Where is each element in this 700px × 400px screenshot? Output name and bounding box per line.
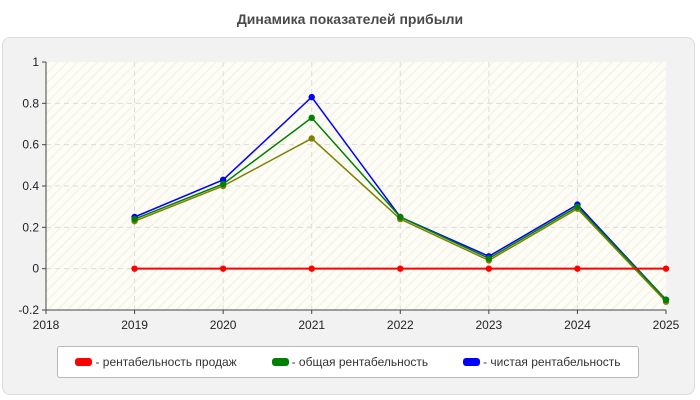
- data-point-0: [131, 265, 138, 272]
- data-point-1: [574, 203, 581, 210]
- y-tick-label: 0.8: [22, 96, 39, 110]
- x-tick-label: 2021: [298, 318, 325, 332]
- data-point-0: [574, 265, 581, 272]
- data-point-1: [219, 180, 227, 188]
- legend-swatch-green: [271, 358, 289, 366]
- y-tick-label: 0.6: [22, 138, 39, 152]
- data-point-0: [397, 265, 404, 272]
- data-point-1: [662, 296, 670, 303]
- legend-item-net: - чистая рентабельность: [463, 355, 621, 369]
- chart-title: Динамика показателей прибыли: [236, 11, 464, 27]
- y-tick-label: 0: [32, 262, 39, 276]
- data-point-2: [308, 93, 315, 101]
- y-tick-label: 1: [32, 55, 39, 69]
- legend-swatch-blue: [463, 358, 481, 366]
- data-point-1: [131, 215, 138, 223]
- data-point-1: [397, 213, 404, 221]
- x-tick-label: 2022: [387, 318, 414, 332]
- series-markers: [131, 93, 670, 305]
- data-point-1: [308, 114, 315, 122]
- legend-label-sales: - рентабельность продаж: [95, 355, 237, 369]
- legend-item-total: - общая рентабельность: [271, 355, 429, 369]
- data-point-0: [219, 265, 227, 272]
- y-tick-label: -0.2: [18, 303, 39, 317]
- data-point-0: [485, 265, 493, 272]
- y-tick-label: 0.4: [22, 179, 39, 193]
- x-tick-label: 2023: [476, 318, 503, 332]
- data-point-1: [485, 255, 493, 262]
- data-point-0: [662, 265, 670, 272]
- y-tick-label: 0.2: [22, 220, 39, 234]
- x-tick-label: 2018: [33, 318, 60, 332]
- legend-label-total: - общая рентабельность: [291, 355, 429, 369]
- x-tick-label: 2019: [121, 318, 148, 332]
- data-point-0: [308, 265, 315, 272]
- x-tick-label: 2024: [564, 318, 591, 332]
- axis-ticks: 2018 2019 2020 2021 2022 2023 2024 2025 1 0.8 0.6 0…: [18, 55, 679, 332]
- legend-item-sales: - рентабельность продаж: [75, 355, 237, 369]
- x-tick-label: 2025: [653, 318, 680, 332]
- x-tick-label: 2020: [210, 318, 237, 332]
- data-point-3: [308, 135, 315, 142]
- legend-swatch-red: [75, 358, 93, 366]
- legend: - рентабельность продаж - общая рентабел…: [57, 346, 639, 378]
- legend-label-net: - чистая рентабельность: [483, 355, 621, 369]
